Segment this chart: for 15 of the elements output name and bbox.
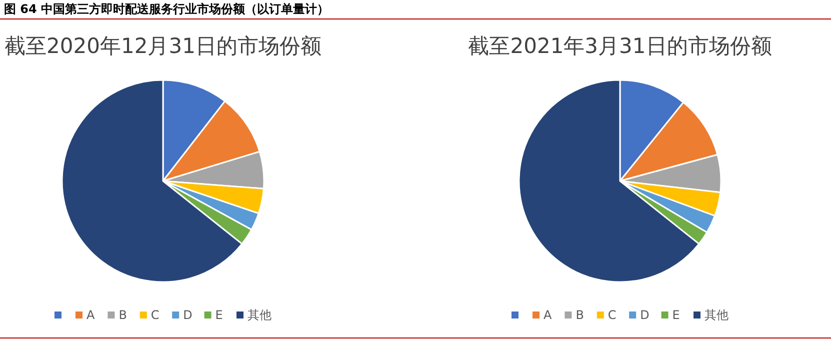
legend-label: D bbox=[183, 308, 192, 322]
legend-label: C bbox=[150, 308, 160, 322]
legend-label: C bbox=[608, 308, 616, 322]
legend-label: B bbox=[118, 308, 127, 322]
caption: 图 64 中国第三方即时配送服务行业市场份额（以订单量计） bbox=[4, 2, 330, 16]
legend-label: 其他 bbox=[704, 308, 728, 322]
legend-label: 其他 bbox=[248, 308, 272, 322]
legend-label: B bbox=[576, 308, 584, 322]
legend-label: D bbox=[640, 308, 650, 322]
chart-title: 截至2020年12月31日的市场份额 bbox=[4, 34, 322, 58]
legend-label: E bbox=[215, 308, 223, 322]
legend-label: E bbox=[672, 308, 680, 322]
legend-label: A bbox=[86, 308, 96, 322]
legend-label: A bbox=[544, 308, 552, 322]
chart-title: 截至2021年3月31日的市场份额 bbox=[468, 34, 772, 58]
